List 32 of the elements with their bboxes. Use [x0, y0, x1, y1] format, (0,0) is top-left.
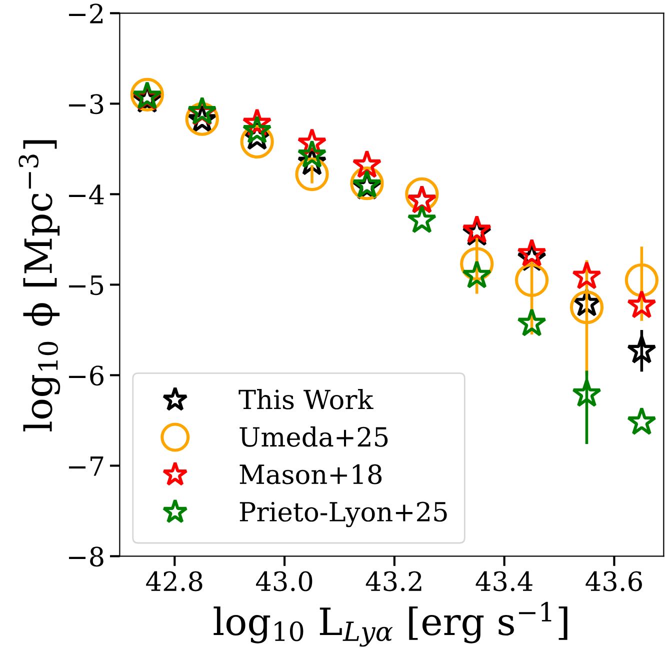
point: [295, 157, 329, 192]
legend-label: Umeda+25: [240, 426, 388, 447]
point: [407, 205, 437, 234]
legend-label: This Work: [238, 389, 374, 410]
y-tick-label: −6: [69, 366, 104, 386]
y-tick-label: −5: [69, 275, 104, 296]
legend-label: Prieto-Lyon+25: [240, 502, 447, 528]
y-tick-label: −4: [69, 184, 104, 204]
point: [572, 378, 602, 407]
y-tick-label: −7: [69, 456, 104, 476]
point: [570, 290, 604, 324]
x-tick-label: 43.6: [586, 571, 642, 592]
point: [517, 238, 547, 267]
point: [626, 406, 656, 436]
point: [517, 308, 547, 336]
point: [626, 335, 656, 364]
point: [572, 261, 602, 290]
x-tick-label: 42.8: [146, 571, 202, 592]
x-tick-label: 43.2: [366, 571, 422, 592]
x-axis-title: log$_{10}$ L$_{Lyα}$ [erg s$^{−1}$]: [214, 602, 568, 647]
x-tick-label: 43.4: [476, 571, 532, 592]
legend-label: Mason+18: [240, 464, 382, 484]
point: [626, 290, 656, 318]
point: [352, 150, 382, 178]
y-tick-label: −3: [69, 94, 104, 114]
point: [514, 263, 549, 297]
y-tick-label: −8: [69, 546, 104, 567]
x-tick-label: 43.0: [256, 571, 312, 592]
point: [297, 140, 327, 168]
y-tick-label: −2: [69, 4, 103, 24]
y-axis-title: log$_{10}$ ϕ [Mpc$^{−3}$]: [18, 140, 60, 432]
point: [624, 263, 658, 297]
